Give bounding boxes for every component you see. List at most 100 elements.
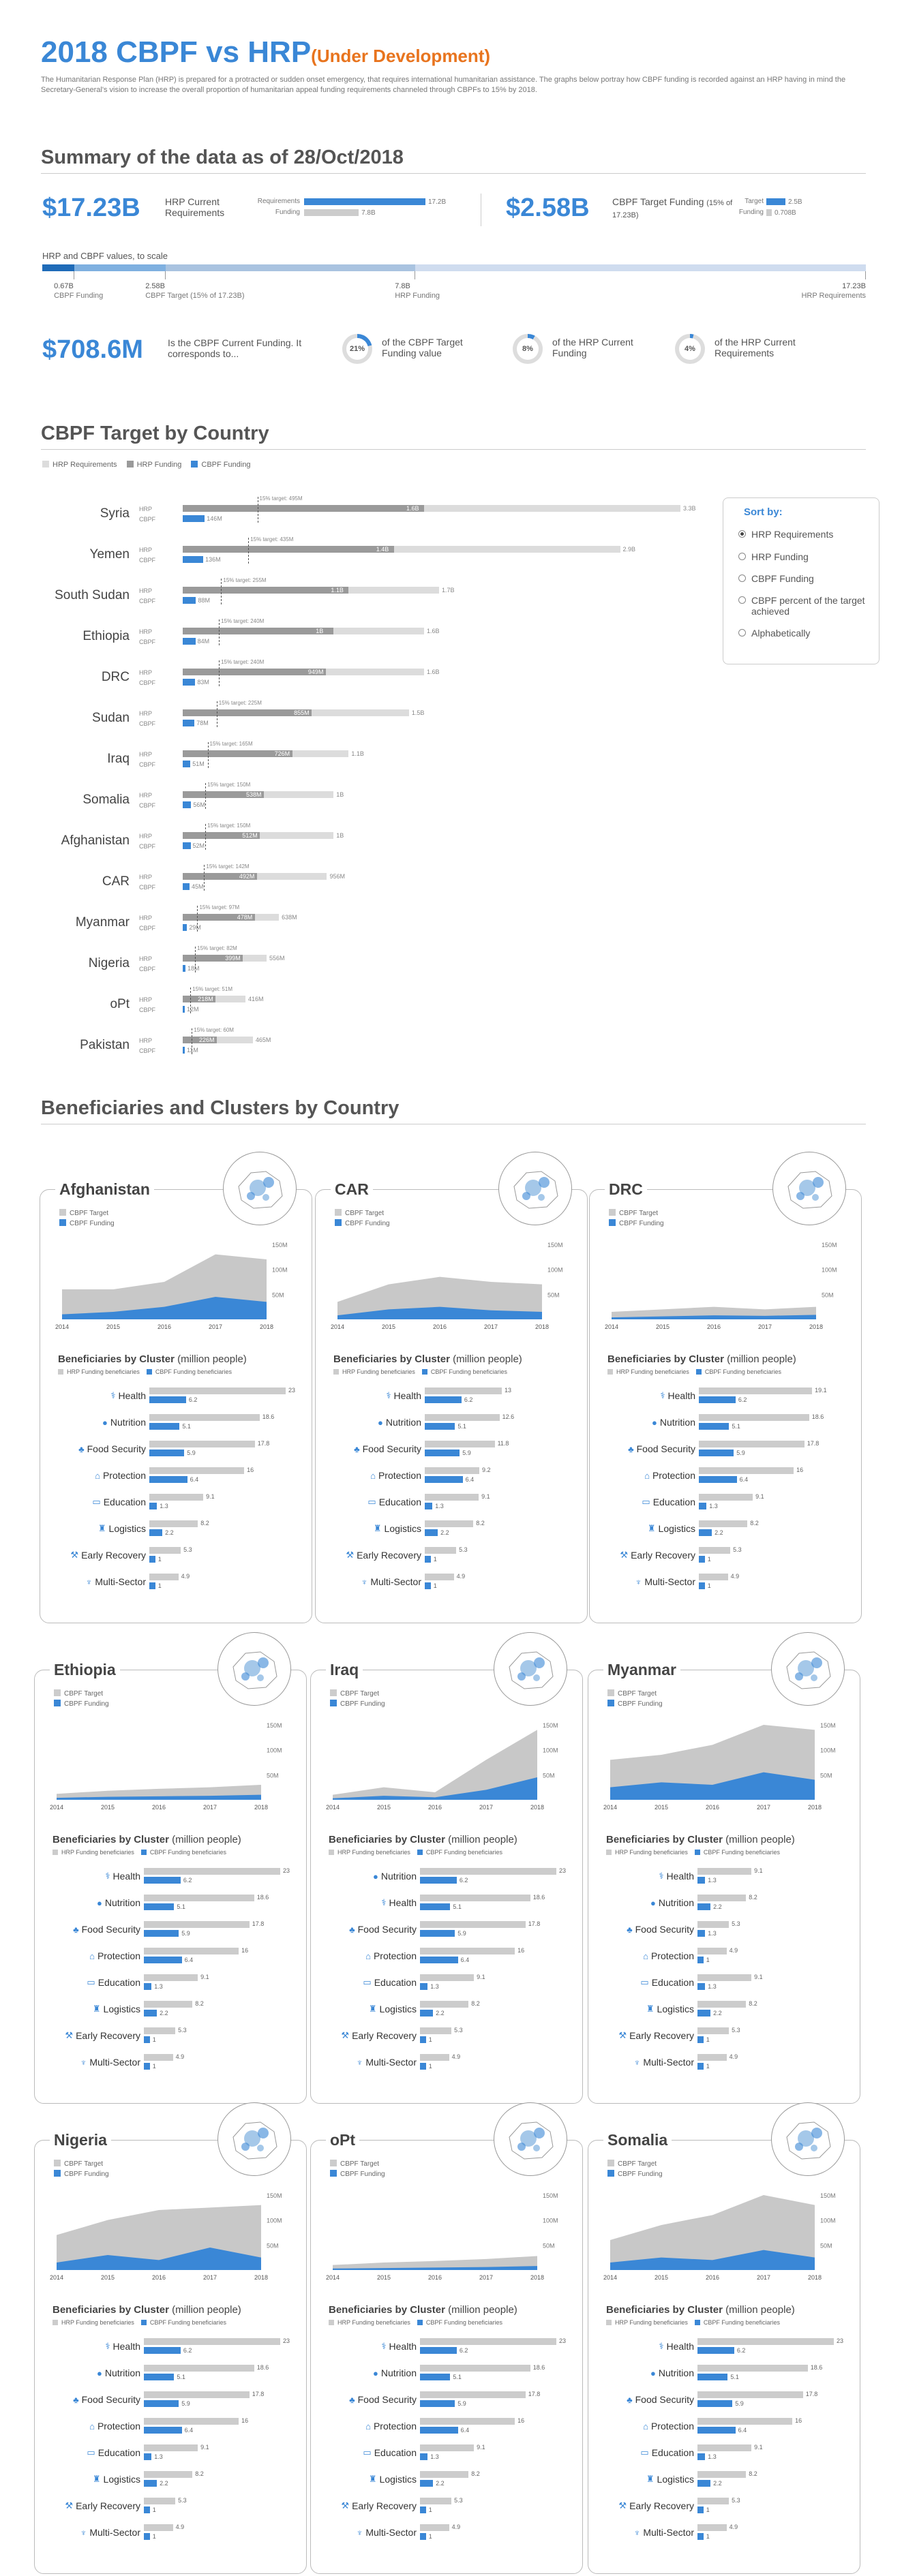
hrp-funding-bar[interactable] xyxy=(183,628,334,634)
cbpf-benef-bar[interactable] xyxy=(697,1877,706,1884)
hrp-benef-bar[interactable] xyxy=(697,1974,752,1981)
hrp-funding-bar[interactable] xyxy=(183,505,424,512)
hrp-benef-bar[interactable] xyxy=(697,2054,727,2061)
cbpf-benef-bar[interactable] xyxy=(697,2010,711,2017)
cbpf-benef-bar[interactable] xyxy=(699,1503,707,1509)
cbpf-benef-bar[interactable] xyxy=(425,1556,431,1563)
cbpf-benef-bar[interactable] xyxy=(699,1450,734,1456)
cbpf-benef-bar[interactable] xyxy=(420,1957,458,1963)
cbpf-funding-bar[interactable] xyxy=(183,720,195,726)
cbpf-benef-bar[interactable] xyxy=(149,1503,157,1509)
cbpf-benef-bar[interactable] xyxy=(144,1877,181,1884)
cbpf-funding-bar[interactable] xyxy=(183,761,191,767)
cbpf-benef-bar[interactable] xyxy=(420,2347,457,2354)
cbpf-benef-bar[interactable] xyxy=(699,1396,736,1403)
cbpf-benef-bar[interactable] xyxy=(697,2480,711,2487)
cbpf-benef-bar[interactable] xyxy=(697,1957,704,1963)
hrp-benef-bar[interactable] xyxy=(425,1547,457,1554)
hrp-benef-bar[interactable] xyxy=(697,2365,808,2372)
hrp-benef-bar[interactable] xyxy=(420,1921,526,1928)
hrp-benef-bar[interactable] xyxy=(420,2444,475,2451)
cbpf-benef-bar[interactable] xyxy=(420,2533,426,2540)
hrp-benef-bar[interactable] xyxy=(144,1974,198,1981)
hrp-benef-bar[interactable] xyxy=(144,2027,176,2034)
cbpf-benef-bar[interactable] xyxy=(420,1983,428,1990)
hrp-benef-bar[interactable] xyxy=(699,1547,731,1554)
hrp-benef-bar[interactable] xyxy=(697,1921,730,1928)
cbpf-funding-bar[interactable] xyxy=(183,883,190,890)
hrp-benef-bar[interactable] xyxy=(144,2391,250,2398)
cbpf-benef-bar[interactable] xyxy=(149,1423,180,1430)
cbpf-benef-bar[interactable] xyxy=(697,1903,711,1910)
cbpf-funding-bar[interactable] xyxy=(183,965,185,972)
sort-option[interactable]: CBPF Funding xyxy=(738,573,875,584)
hrp-benef-bar[interactable] xyxy=(149,1574,179,1580)
hrp-benef-bar[interactable] xyxy=(697,2027,730,2034)
cbpf-benef-bar[interactable] xyxy=(420,2010,434,2017)
cbpf-benef-bar[interactable] xyxy=(697,2374,728,2380)
hrp-benef-bar[interactable] xyxy=(144,2498,176,2504)
cbpf-funding-bar[interactable] xyxy=(183,515,205,522)
hrp-benef-bar[interactable] xyxy=(697,1868,752,1875)
hrp-funding-bar[interactable] xyxy=(183,750,292,757)
cbpf-funding-bar[interactable] xyxy=(183,1047,185,1054)
cbpf-benef-bar[interactable] xyxy=(697,2347,734,2354)
hrp-benef-bar[interactable] xyxy=(697,2524,727,2531)
cbpf-benef-bar[interactable] xyxy=(149,1396,186,1403)
hrp-benef-bar[interactable] xyxy=(144,2444,198,2451)
hrp-benef-bar[interactable] xyxy=(420,1948,515,1954)
hrp-benef-bar[interactable] xyxy=(144,1948,239,1954)
hrp-benef-bar[interactable] xyxy=(144,2054,173,2061)
hrp-benef-bar[interactable] xyxy=(420,2365,530,2372)
hrp-benef-bar[interactable] xyxy=(425,1414,500,1421)
hrp-benef-bar[interactable] xyxy=(420,1974,475,1981)
hrp-benef-bar[interactable] xyxy=(149,1547,181,1554)
hrp-benef-bar[interactable] xyxy=(144,2001,193,2008)
hrp-benef-bar[interactable] xyxy=(149,1387,286,1394)
sort-option[interactable]: HRP Funding xyxy=(738,551,875,562)
hrp-benef-bar[interactable] xyxy=(149,1441,255,1447)
hrp-benef-bar[interactable] xyxy=(420,2027,452,2034)
hrp-benef-bar[interactable] xyxy=(425,1494,479,1501)
cbpf-benef-bar[interactable] xyxy=(697,2533,704,2540)
cbpf-funding-bar[interactable] xyxy=(183,597,196,604)
hrp-benef-bar[interactable] xyxy=(144,2418,239,2425)
cbpf-benef-bar[interactable] xyxy=(144,2480,157,2487)
cbpf-benef-bar[interactable] xyxy=(144,2427,182,2434)
cbpf-benef-bar[interactable] xyxy=(425,1503,433,1509)
hrp-requirements-bar[interactable] xyxy=(183,505,680,512)
cbpf-benef-bar[interactable] xyxy=(425,1396,462,1403)
hrp-benef-bar[interactable] xyxy=(697,1895,747,1901)
cbpf-benef-bar[interactable] xyxy=(144,1930,179,1937)
cbpf-benef-bar[interactable] xyxy=(149,1582,155,1589)
hrp-funding-bar[interactable] xyxy=(183,709,312,716)
hrp-benef-bar[interactable] xyxy=(697,2001,747,2008)
hrp-requirements-bar[interactable] xyxy=(183,1037,253,1043)
hrp-benef-bar[interactable] xyxy=(149,1494,204,1501)
cbpf-benef-bar[interactable] xyxy=(144,2010,157,2017)
cbpf-benef-bar[interactable] xyxy=(420,2036,426,2043)
cbpf-benef-bar[interactable] xyxy=(425,1582,431,1589)
hrp-benef-bar[interactable] xyxy=(420,1895,530,1901)
cbpf-benef-bar[interactable] xyxy=(420,2374,451,2380)
cbpf-benef-bar[interactable] xyxy=(697,1983,706,1990)
cbpf-benef-bar[interactable] xyxy=(144,2400,179,2407)
hrp-benef-bar[interactable] xyxy=(425,1387,502,1394)
hrp-requirements-bar[interactable] xyxy=(183,546,620,553)
cbpf-benef-bar[interactable] xyxy=(697,2036,704,2043)
hrp-funding-bar[interactable] xyxy=(183,669,326,675)
cbpf-benef-bar[interactable] xyxy=(699,1582,705,1589)
radio-button[interactable] xyxy=(738,553,746,560)
hrp-benef-bar[interactable] xyxy=(149,1414,260,1421)
hrp-benef-bar[interactable] xyxy=(697,2444,752,2451)
cbpf-benef-bar[interactable] xyxy=(420,1877,457,1884)
hrp-funding-bar[interactable] xyxy=(183,955,243,962)
cbpf-benef-bar[interactable] xyxy=(144,2036,150,2043)
hrp-benef-bar[interactable] xyxy=(425,1467,479,1474)
cbpf-benef-bar[interactable] xyxy=(697,2506,704,2513)
hrp-benef-bar[interactable] xyxy=(699,1441,805,1447)
hrp-benef-bar[interactable] xyxy=(144,1868,280,1875)
hrp-benef-bar[interactable] xyxy=(144,2524,173,2531)
cbpf-benef-bar[interactable] xyxy=(697,2400,733,2407)
sort-option[interactable]: Alphabetically xyxy=(738,628,875,639)
